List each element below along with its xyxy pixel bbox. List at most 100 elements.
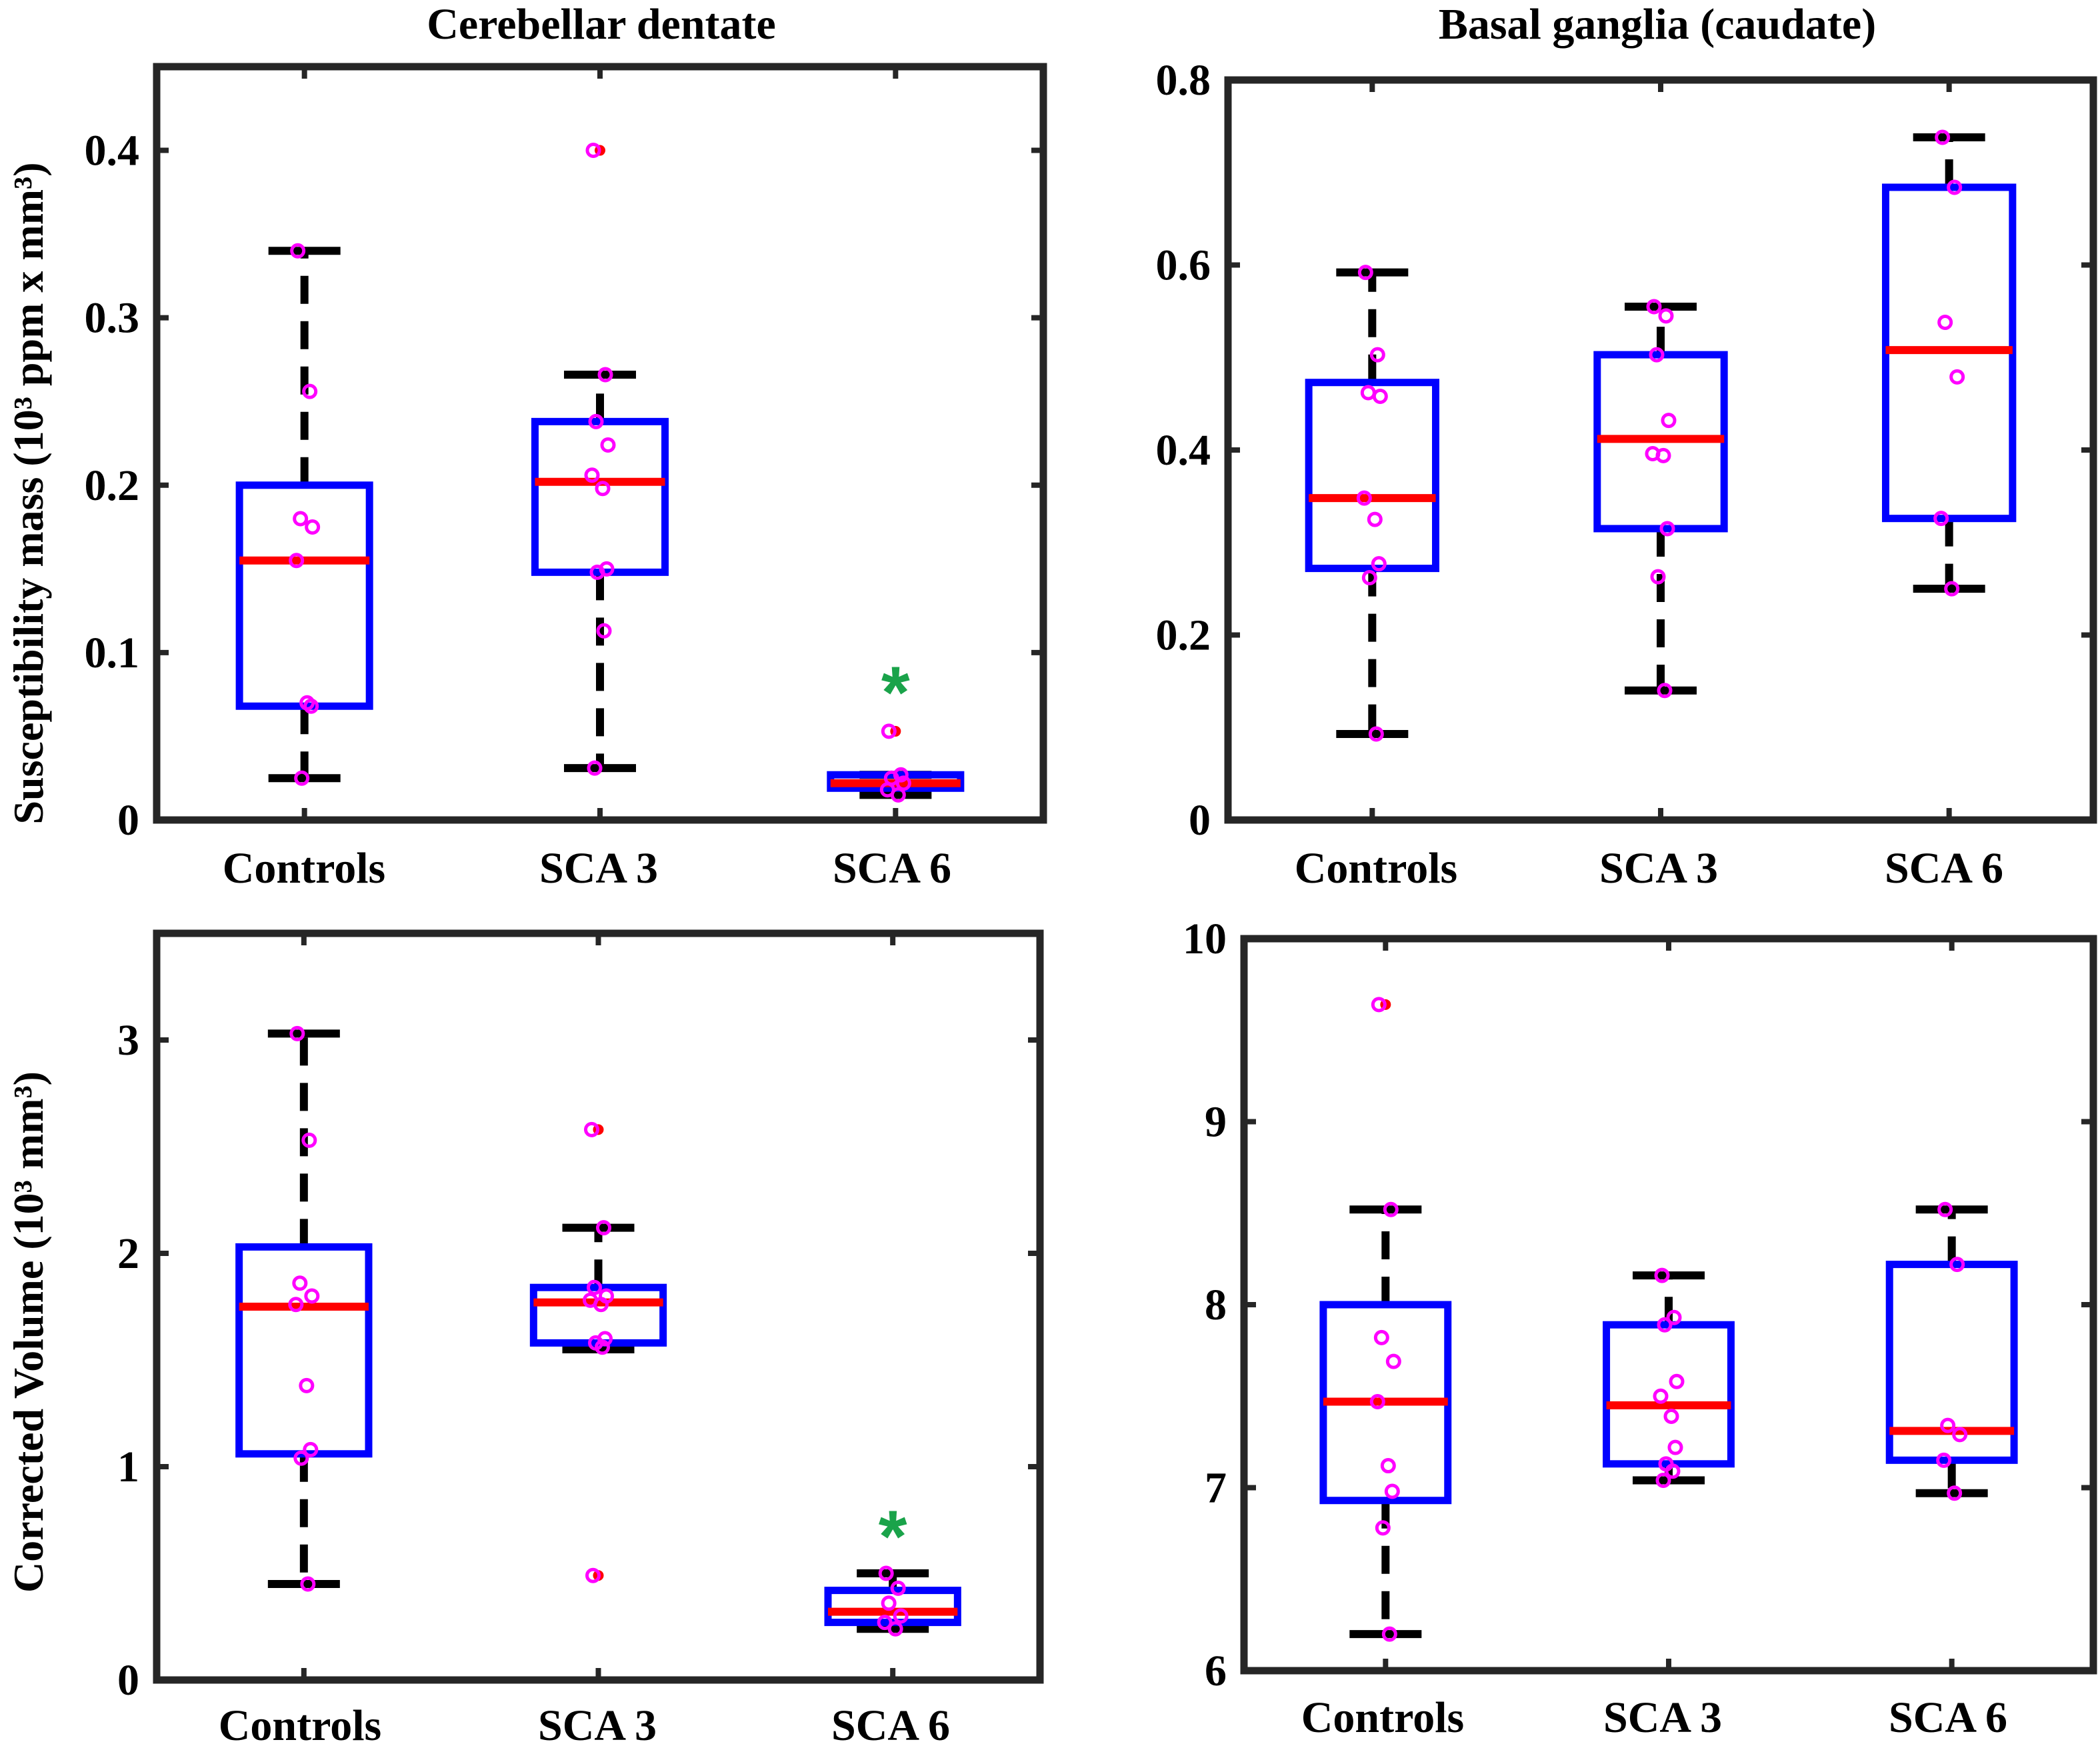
- x-tick-label: Controls: [1295, 844, 1457, 893]
- data-point: [1947, 1485, 1963, 1501]
- plot-area: 6 7 8 9 10: [1183, 915, 2097, 1695]
- data-point: [1655, 447, 1671, 463]
- plot-area: 0 0.1 0.2 0.3 0.4 *: [85, 63, 1047, 845]
- data-point: [1646, 299, 1662, 315]
- data-point: [890, 787, 906, 803]
- box-group-sca-3: [529, 1121, 667, 1583]
- box-group-sca-6: [1885, 1201, 2018, 1501]
- y-tick-label: 0: [117, 1656, 139, 1705]
- data-point: [1380, 1458, 1396, 1474]
- data-point: [1356, 490, 1372, 506]
- data-point: [1933, 511, 1949, 527]
- plot-area: 0 1 2 3 *: [117, 929, 1044, 1705]
- y-tick-label: 1: [117, 1443, 139, 1491]
- data-point: [1385, 1353, 1401, 1369]
- y-tick-label: 0.2: [85, 461, 140, 510]
- data-point: [1936, 1452, 1952, 1468]
- data-point: [1944, 581, 1960, 597]
- box-group-controls: [1305, 265, 1440, 742]
- x-tick-label: SCA 6: [1889, 1693, 2007, 1742]
- x-tick-label: SCA 3: [538, 1701, 657, 1750]
- x-tick-label: Controls: [219, 1701, 381, 1750]
- data-point: [290, 243, 306, 259]
- data-point: [1935, 129, 1951, 145]
- y-tick-label: 0.3: [85, 294, 140, 343]
- data-point: [294, 770, 310, 786]
- y-tick-label: 0.6: [1156, 241, 1211, 290]
- data-point: [1371, 997, 1387, 1013]
- y-tick-label: 7: [1205, 1464, 1227, 1513]
- data-point: [1372, 389, 1388, 405]
- data-point: [595, 481, 611, 497]
- x-tick-label: SCA 6: [831, 1701, 950, 1750]
- data-point: [1667, 1439, 1683, 1455]
- data-point: [302, 383, 318, 399]
- y-tick-label: 0: [117, 796, 139, 845]
- data-point: [288, 1297, 304, 1313]
- data-point: [303, 698, 319, 714]
- data-point: [878, 1565, 894, 1581]
- data-point: [588, 413, 604, 429]
- panel-caudate-volume: Controls SCA 3 SCA 6 6 7 8 9 10: [1183, 915, 2097, 1742]
- box: [1603, 1321, 1735, 1468]
- data-point: [1384, 1483, 1400, 1499]
- y-tick-label: 0.2: [1156, 611, 1211, 660]
- data-point: [299, 1377, 315, 1393]
- box-group-controls: [1319, 997, 1452, 1642]
- data-point: [304, 1288, 320, 1304]
- data-point: [881, 723, 897, 739]
- data-point: [1650, 569, 1666, 585]
- data-point: [1669, 1373, 1685, 1389]
- data-point: [1381, 1626, 1397, 1642]
- data-point: [1383, 1201, 1399, 1217]
- data-point: [597, 367, 613, 383]
- data-point: [1369, 1393, 1385, 1409]
- x-tick-label: SCA 6: [833, 844, 951, 893]
- x-tick-label: SCA 6: [1885, 844, 2003, 893]
- data-point: [895, 775, 911, 791]
- data-point: [301, 1132, 317, 1148]
- data-point: [1375, 1520, 1391, 1536]
- x-tick-label: Controls: [1301, 1693, 1464, 1742]
- box-group-controls: [235, 243, 373, 786]
- data-point: [881, 1595, 897, 1611]
- data-point: [292, 1275, 308, 1291]
- y-tick-label: 9: [1205, 1098, 1227, 1147]
- box-group-controls: [235, 1025, 373, 1592]
- data-point: [1659, 521, 1675, 537]
- data-point: [589, 564, 605, 580]
- data-point: [596, 623, 612, 639]
- data-point: [585, 1567, 601, 1583]
- panel-title: Basal ganglia (caudate): [1439, 0, 1876, 49]
- data-point: [587, 760, 603, 776]
- data-point: [596, 1220, 611, 1236]
- y-tick-label: 0: [1189, 796, 1211, 845]
- data-point: [300, 1576, 316, 1592]
- data-point: [1937, 315, 1953, 331]
- y-tick-label: 10: [1183, 915, 1227, 963]
- significance-asterisk: *: [879, 1495, 907, 1577]
- panel-caudate-susceptibility: Basal ganglia (caudate) Controls SCA 3 S…: [1156, 0, 2097, 893]
- data-point: [1947, 179, 1963, 195]
- y-tick-label: 6: [1205, 1647, 1227, 1695]
- box-group-sca-3: [531, 143, 669, 776]
- data-point: [303, 1441, 319, 1457]
- data-point: [1952, 1427, 1968, 1443]
- data-point: [1357, 265, 1373, 281]
- data-point: [1666, 1309, 1682, 1325]
- y-tick-label: 8: [1205, 1281, 1227, 1329]
- data-point: [600, 437, 616, 453]
- data-point: [1369, 347, 1385, 363]
- x-tick-label: SCA 3: [1599, 844, 1718, 893]
- panel-dentate-susceptibility: Cerebellar dentate Susceptibility mass (…: [5, 0, 1047, 893]
- data-point: [584, 1121, 599, 1137]
- data-point: [1665, 1463, 1681, 1479]
- data-point: [877, 1615, 893, 1631]
- panel-title: Cerebellar dentate: [427, 0, 776, 49]
- data-point: [1655, 1473, 1671, 1489]
- y-tick-label: 0.4: [1156, 426, 1211, 475]
- data-point: [293, 1450, 309, 1466]
- data-point: [1371, 556, 1387, 572]
- data-point: [593, 1297, 609, 1313]
- y-tick-label: 3: [117, 1016, 139, 1065]
